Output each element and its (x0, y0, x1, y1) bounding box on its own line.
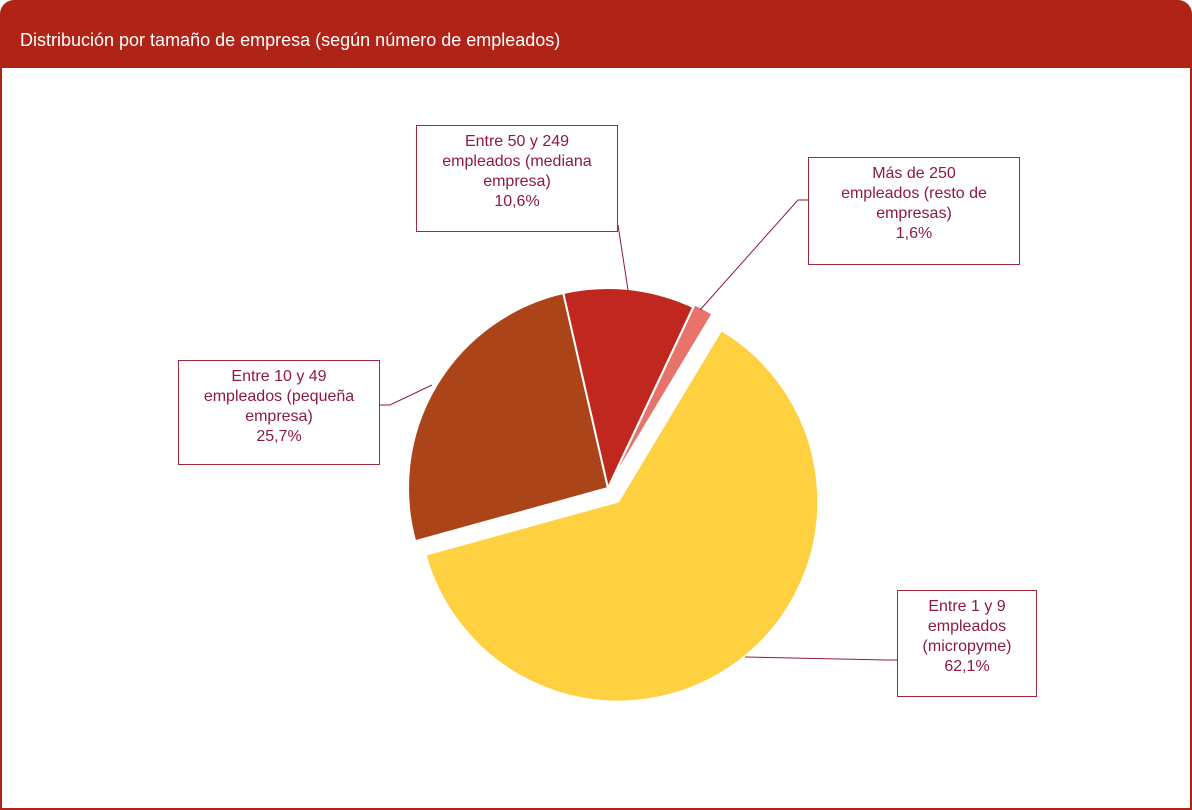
leader-line (744, 656, 897, 661)
value-label: 1,6% (895, 225, 933, 242)
frame (0, 68, 1192, 810)
header: Distribución por tamaño de empresa (segú… (0, 0, 1192, 68)
leader-line (617, 224, 629, 291)
category-label: Entre 50 y 249 empleados (mediana empres… (442, 133, 592, 190)
leader-line (699, 199, 808, 311)
data-label: Más de 250 empleados (resto de empresas)… (808, 157, 1020, 265)
value-label: 25,7% (256, 428, 302, 445)
data-label: Entre 10 y 49 empleados (pequeña empresa… (178, 360, 380, 465)
category-label: Entre 1 y 9 empleados (micropyme) (922, 598, 1012, 655)
data-label: Entre 50 y 249 empleados (mediana empres… (416, 125, 618, 232)
value-label: 62,1% (944, 658, 990, 675)
pie-slice (424, 328, 820, 703)
pie-slice (407, 291, 610, 543)
pie-slice (562, 287, 695, 492)
category-label: Más de 250 empleados (resto de empresas) (841, 165, 987, 222)
value-label: 10,6% (494, 193, 540, 210)
data-label: Entre 1 y 9 empleados (micropyme) 62,1% (897, 590, 1037, 697)
category-label: Entre 10 y 49 empleados (pequeña empresa… (203, 368, 355, 425)
pie-slice (608, 303, 714, 486)
leader-line (380, 384, 433, 406)
chart-title: Distribución por tamaño de empresa (segú… (20, 30, 561, 50)
